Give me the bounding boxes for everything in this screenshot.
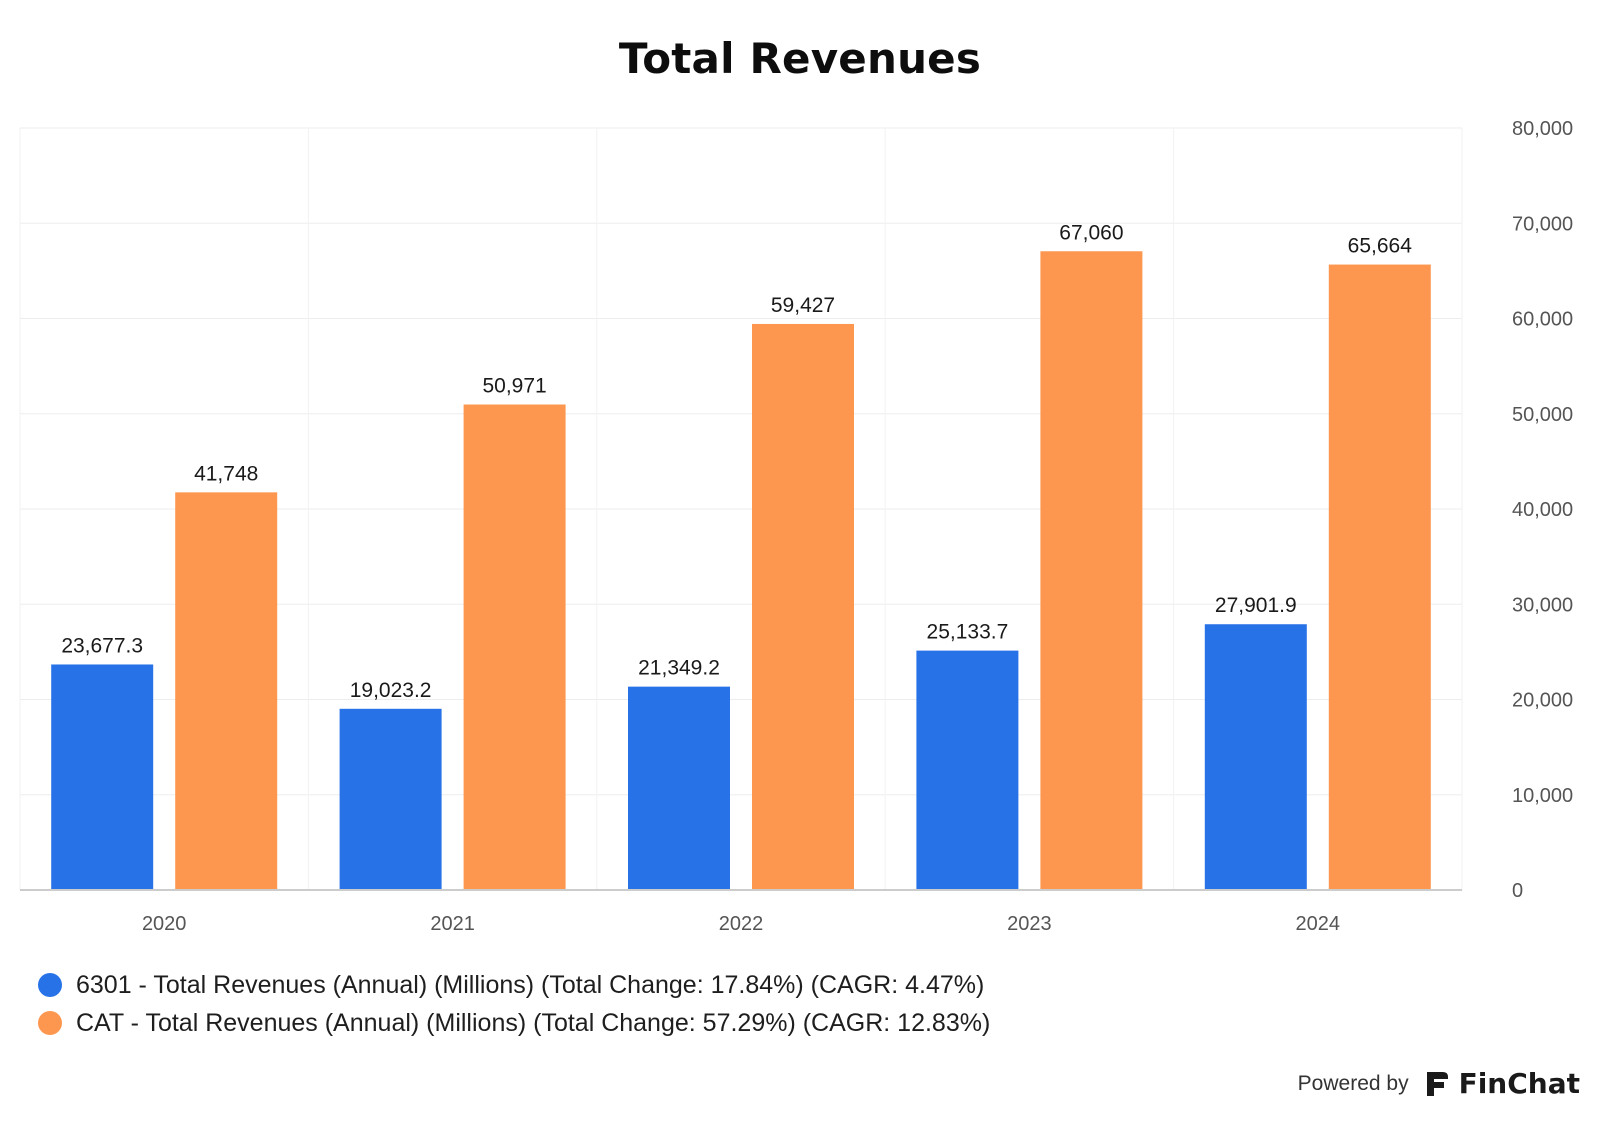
legend-label-6301: 6301 - Total Revenues (Annual) (Millions… xyxy=(76,970,985,999)
y-tick-label: 60,000 xyxy=(1512,309,1573,331)
x-tick-label: 2021 xyxy=(430,913,475,935)
powered-by-text: Powered by xyxy=(1297,1071,1409,1095)
y-tick-label: 40,000 xyxy=(1512,499,1573,521)
bar-cat-2020[interactable] xyxy=(175,492,278,890)
x-tick-label: 2022 xyxy=(719,913,764,935)
x-tick-label: 2024 xyxy=(1296,913,1341,935)
data-label: 19,023.2 xyxy=(350,679,432,702)
legend-item-6301[interactable]: 6301 - Total Revenues (Annual) (Millions… xyxy=(38,966,990,1004)
chart-plot: 0 10,000 20,000 30,000 40,000 50,000 60,000 70,… xyxy=(19,118,1573,935)
bar-cat-2021[interactable] xyxy=(463,404,566,890)
data-label: 59,427 xyxy=(771,294,835,317)
legend-marker-6301 xyxy=(38,973,62,997)
finchat-brand-name: FinChat xyxy=(1458,1067,1580,1100)
y-tick-label: 80,000 xyxy=(1512,118,1573,140)
y-tick-label: 10,000 xyxy=(1512,785,1573,807)
bar-6301-2020[interactable] xyxy=(51,664,154,890)
bar-cat-2022[interactable] xyxy=(752,323,854,890)
powered-by-footer[interactable]: Powered by FinChat xyxy=(1298,1067,1580,1100)
bar-6301-2023[interactable] xyxy=(916,650,1019,890)
y-tick-label: 30,000 xyxy=(1512,594,1573,616)
data-label: 21,349.2 xyxy=(638,657,720,680)
data-label: 25,133.7 xyxy=(927,621,1009,644)
bar-6301-2021[interactable] xyxy=(339,708,442,890)
chart-title: Total Revenues xyxy=(618,34,982,83)
data-label: 23,677.3 xyxy=(61,634,143,657)
data-label: 65,664 xyxy=(1348,235,1413,258)
legend-item-cat[interactable]: CAT - Total Revenues (Annual) (Millions)… xyxy=(38,1004,990,1042)
bar-cat-2023[interactable] xyxy=(1040,251,1143,891)
chart-legend: 6301 - Total Revenues (Annual) (Millions… xyxy=(38,966,990,1042)
data-label: 41,748 xyxy=(194,462,258,485)
y-tick-label: 0 xyxy=(1512,880,1523,902)
bar-cat-2024[interactable] xyxy=(1328,264,1431,890)
data-label: 27,901.9 xyxy=(1215,594,1297,617)
y-tick-label: 50,000 xyxy=(1512,404,1573,426)
y-tick-label: 70,000 xyxy=(1512,213,1573,235)
data-label: 67,060 xyxy=(1059,221,1123,244)
x-tick-label: 2023 xyxy=(1007,913,1052,935)
legend-label-cat: CAT - Total Revenues (Annual) (Millions)… xyxy=(76,1008,991,1037)
finchat-logo-icon xyxy=(1426,1071,1448,1096)
data-label: 50,971 xyxy=(482,375,546,398)
bar-6301-2022[interactable] xyxy=(628,686,730,890)
y-tick-label: 20,000 xyxy=(1512,690,1573,712)
bar-6301-2024[interactable] xyxy=(1204,624,1307,890)
x-tick-label: 2020 xyxy=(142,913,187,935)
legend-marker-cat xyxy=(38,1011,62,1035)
